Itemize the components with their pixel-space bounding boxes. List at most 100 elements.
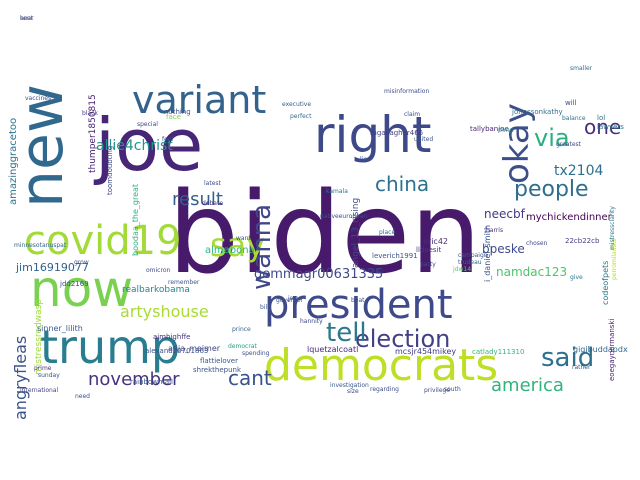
cloud-word: democrats — [264, 340, 498, 391]
cloud-word: via — [534, 124, 570, 152]
cloud-word: gemmagr00631335 — [254, 267, 383, 282]
cloud-word: realbarkobama — [122, 285, 190, 295]
cloud-word: gigibuddapdx — [573, 345, 628, 354]
cloud-word: jdd2169 — [59, 280, 89, 288]
cloud-word: misinformation — [384, 88, 429, 95]
cloud-word: lldoesit — [416, 246, 442, 254]
cloud-word: international — [20, 387, 59, 394]
cloud-word: catlady111310 — [472, 348, 524, 356]
cloud-word: november — [88, 369, 180, 390]
cloud-word: nothing — [164, 108, 191, 116]
cloud-word: result — [172, 189, 223, 210]
cloud-word: remember — [168, 279, 200, 286]
cloud-word: trump — [40, 320, 180, 374]
cloud-word: people — [514, 177, 589, 202]
cloud-word: governor — [276, 297, 304, 304]
cloud-word: mychickendinner — [526, 212, 613, 223]
cloud-word: greatest — [556, 141, 582, 148]
cloud-word: hear — [20, 15, 34, 22]
cloud-word: leverich1991 — [372, 252, 418, 260]
cloud-word: live — [377, 238, 388, 245]
cloud-word: perfect — [290, 113, 312, 120]
cloud-word: biden — [168, 169, 481, 299]
cloud-word: minnesotanuspat — [14, 242, 67, 249]
cloud-word: boodaa_the_great — [131, 184, 140, 256]
cloud-word: covid19 — [24, 218, 182, 264]
cloud-word: latest — [204, 180, 222, 187]
cloud-word: said — [541, 343, 594, 373]
cloud-word: fool — [162, 136, 173, 143]
cloud-word: right — [314, 106, 431, 164]
cloud-word: prince — [232, 326, 251, 333]
cloud-word: rather — [572, 364, 591, 371]
cloud-word: i_daniel_smith — [483, 225, 492, 282]
cloud-word: want — [236, 235, 251, 242]
cloud-word: eric42 — [423, 237, 448, 246]
cloud-word: eoegaynormanski — [608, 319, 616, 381]
cloud-word: bill — [260, 304, 269, 311]
cloud-word: shrekthepunk — [193, 366, 242, 374]
cloud-word: say — [210, 226, 265, 264]
cloud-word: jdw14 — [452, 266, 471, 273]
cloud-word: now — [30, 260, 133, 318]
cloud-word: president — [264, 282, 453, 328]
cloud-word: namdac123 — [496, 265, 567, 279]
cloud-word: campaign — [458, 252, 488, 259]
cloud-word: mmp — [498, 127, 514, 134]
cloud-word: cant — [228, 366, 272, 390]
cloud-word: tallybanjoe — [470, 125, 509, 133]
cloud-word: mcsjr454mikey — [395, 347, 456, 356]
cloud-word: spending — [242, 350, 270, 357]
cloud-word: angryfleas — [11, 336, 30, 420]
cloud-word: prime — [34, 365, 52, 372]
cloud-word: rainbowmail — [130, 378, 173, 386]
cloud-word: flattielover — [200, 357, 238, 365]
cloud-word: grow — [74, 259, 89, 266]
cloud-word: codeofpets — [601, 261, 610, 305]
cloud-word: give — [570, 274, 583, 281]
cloud-word: lawyers — [597, 123, 624, 131]
cloud-word: place — [379, 229, 395, 236]
cloud-word: lie — [360, 156, 367, 163]
cloud-word: jews — [287, 295, 301, 302]
cloud-word: amazinggracetoo — [8, 118, 19, 205]
cloud-word: alexand20701863 — [145, 347, 208, 355]
cloud-word: bpeske — [482, 242, 525, 256]
cloud-word: jim16919077 — [15, 261, 89, 274]
cloud-word: new — [7, 84, 77, 208]
cloud-word: johnssonkathy — [511, 108, 563, 116]
cloud-word: thumper1850815 — [88, 94, 98, 173]
cloud-word: united — [414, 136, 433, 143]
cloud-word: variant — [132, 78, 266, 122]
cloud-word: sunday — [38, 372, 60, 379]
cloud-word: mean — [366, 267, 383, 274]
cloud-word: neecbf — [484, 207, 526, 221]
cloud-word: vaccines — [25, 95, 51, 102]
cloud-word: anja_meimer — [168, 344, 221, 353]
cloud-word: china — [375, 172, 429, 196]
cloud-word: investigation — [330, 382, 369, 389]
cloud-word: need — [75, 393, 90, 400]
cloud-word: beat — [351, 297, 365, 304]
cloud-word: claim — [404, 111, 420, 118]
cloud-word: south — [444, 386, 461, 393]
cloud-word: democrat — [228, 343, 257, 350]
cloud-word: mgallagher465 — [370, 129, 423, 137]
cloud-word: almabona — [205, 245, 255, 256]
cloud-word: executive — [282, 101, 311, 108]
cloud-word: smaller — [570, 65, 593, 72]
cloud-word: wanna — [247, 204, 277, 290]
cloud-word: toomdoubting — [106, 146, 114, 195]
cloud-word: regarding — [370, 386, 399, 393]
cloud-word: mistressredwasp — [34, 299, 44, 375]
cloud-word: artyshouse — [120, 302, 209, 321]
cloud-word: tx2104 — [554, 163, 603, 179]
cloud-word: black — [82, 110, 98, 117]
cloud-word: chosen — [526, 240, 548, 247]
cloud-word: size — [347, 388, 359, 395]
cloud-word: special — [137, 121, 158, 128]
cloud-word: balance — [562, 115, 586, 122]
cloud-word: allie4christ — [96, 138, 173, 154]
cloud-word: sent — [20, 15, 34, 22]
